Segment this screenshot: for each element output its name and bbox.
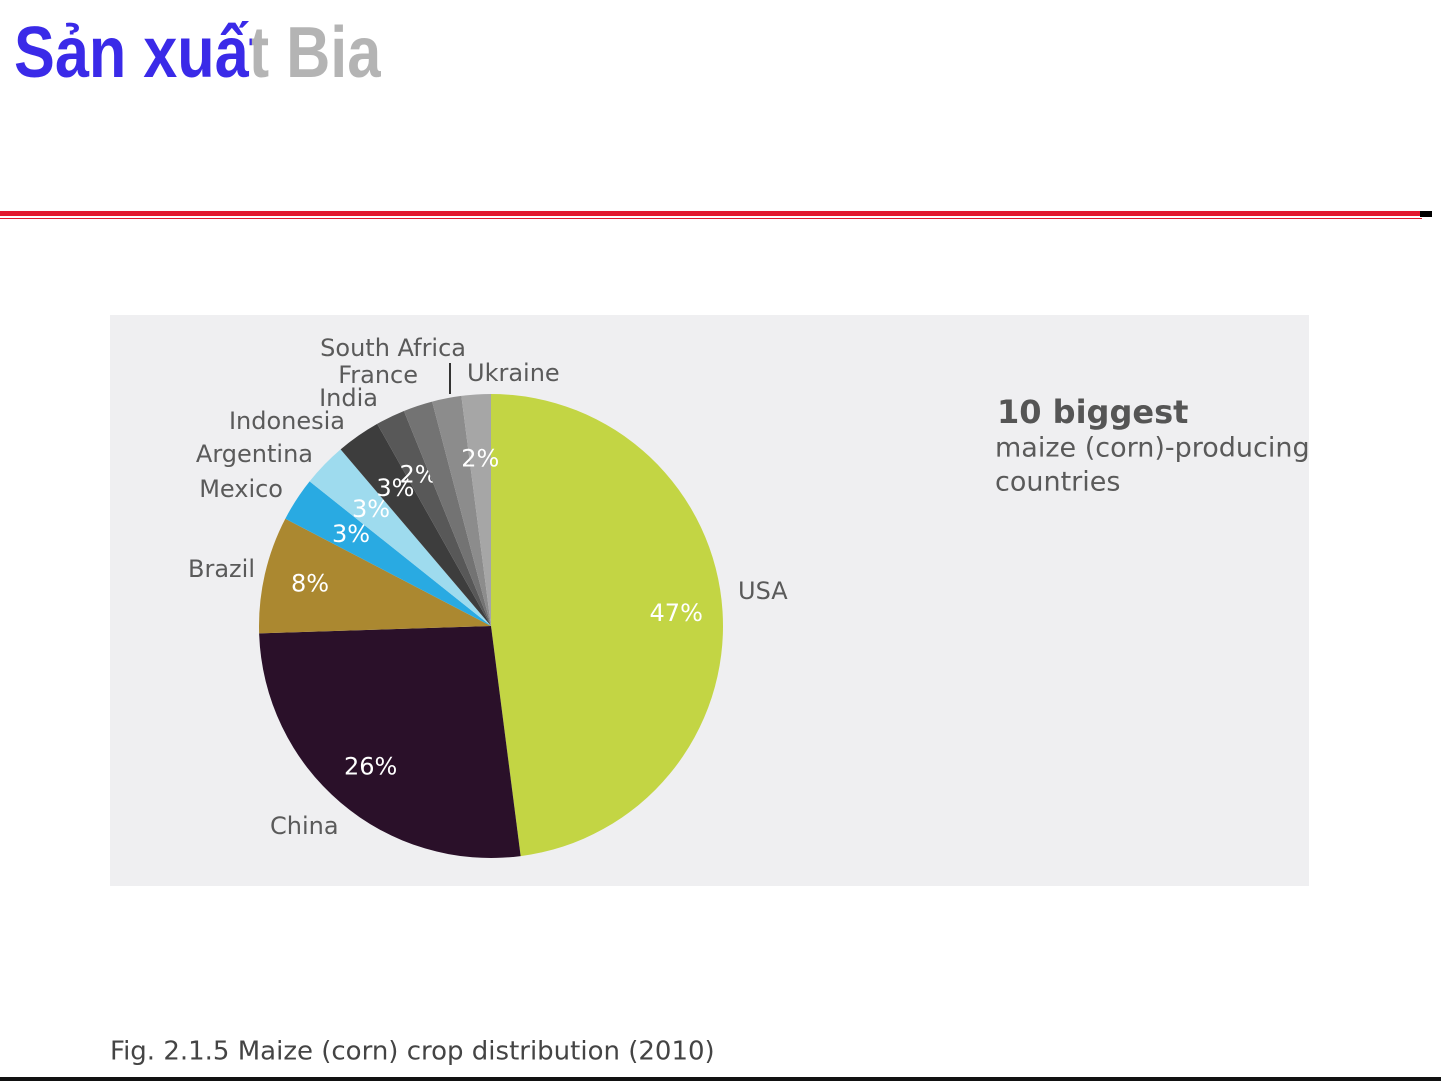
value-label: 47%	[650, 599, 703, 627]
pie-slice	[491, 394, 723, 857]
pie-slice	[259, 626, 521, 858]
pie-slice	[285, 481, 491, 626]
caption: Fig. 2.1.5 Maize (corn) crop distributio…	[110, 1037, 715, 1067]
slide-title: Sản xuất Bia	[14, 13, 382, 93]
category-label: Brazil	[188, 555, 255, 583]
category-label: China	[270, 812, 339, 840]
divider-end	[1420, 211, 1432, 217]
category-label: Indonesia	[229, 407, 345, 435]
pie-slice	[309, 449, 491, 626]
category-label: USA	[738, 577, 788, 605]
pie-slice	[377, 410, 491, 626]
pie-slice	[403, 401, 491, 626]
bottom-line	[0, 1077, 1441, 1081]
divider-line	[0, 211, 1422, 216]
category-label: France	[338, 361, 418, 389]
divider-line-thin	[0, 218, 1422, 219]
chart-subtitle: countries	[995, 467, 1120, 498]
value-label: 2%	[461, 444, 499, 472]
category-label: Ukraine	[467, 359, 560, 387]
category-label: Mexico	[199, 475, 283, 503]
pie-slice	[340, 423, 491, 626]
value-label: 8%	[291, 570, 329, 598]
pie-slice	[259, 518, 491, 634]
value-label: 3%	[332, 520, 370, 548]
pie-slice	[432, 395, 491, 626]
value-label: 26%	[344, 752, 397, 780]
category-label: South Africa	[320, 334, 466, 362]
category-label: India	[319, 384, 378, 412]
chart-subtitle: maize (corn)-producing	[995, 433, 1310, 464]
category-label: Argentina	[196, 440, 313, 468]
pie-slice	[461, 394, 491, 626]
chart-title: 10 biggest	[997, 393, 1188, 431]
